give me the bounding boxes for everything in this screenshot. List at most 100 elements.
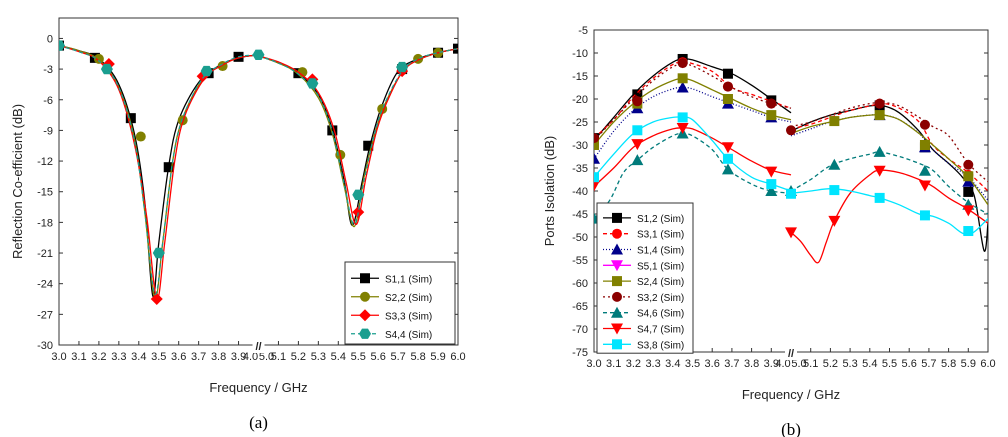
b-series-s38sim-marker [829, 185, 840, 196]
a-legend-marker [360, 273, 370, 284]
a-y-tick-label: -9 [43, 125, 53, 137]
b-legend-label: S4,6 (Sim) [637, 309, 684, 320]
b-y-tick-label: -5 [578, 25, 588, 37]
b-series-s47sim-marker [765, 166, 778, 178]
b-series-s47sim-marker [721, 142, 734, 154]
b-series-s12sim-marker [722, 68, 733, 79]
b-legend-label: S4,7 (Sim) [637, 325, 684, 336]
b-series-s12sim-line-2 [790, 104, 988, 252]
b-series-s24sim-marker [829, 116, 840, 127]
a-series-s44sim-marker [352, 189, 365, 200]
a-x-tick-label: 5.2 [291, 351, 306, 363]
a-x-tick-label: 3.1 [71, 351, 86, 363]
b-series-s38sim-line-2 [790, 188, 988, 236]
a-series-s44sim-marker [152, 247, 165, 259]
a-series-group [59, 40, 458, 306]
a-x-tick-label: 3.0 [51, 351, 66, 363]
b-legend-label: S1,2 (Sim) [637, 214, 684, 225]
b-y-tick-label: -60 [572, 278, 588, 290]
b-series-s14sim-marker [962, 175, 975, 187]
a-series-s44sim-marker [252, 49, 265, 60]
a-axis-break: // [255, 341, 261, 353]
a-y-tick-label: -6 [43, 95, 53, 107]
a-legend-marker [359, 328, 371, 339]
b-series-s47sim-marker [594, 180, 600, 192]
a-legend-marker [359, 309, 371, 322]
a-series-s33sim-line-1 [59, 44, 259, 300]
b-x-tick-label: 4.0 [775, 358, 790, 370]
b-series-s32sim-marker [963, 159, 974, 170]
b-legend-marker [611, 243, 623, 255]
b-y-tick-label: -65 [572, 301, 588, 313]
a-y-tick-label: -21 [37, 248, 53, 260]
b-series-s24sim-marker [722, 94, 733, 104]
a-y-tick-label: -18 [37, 217, 53, 229]
panel-a-reflection-coefficient: 0 -3 -6 -9 -12 -15 -18 -21 -24 -27 -303.0 3.1 3.2 3.3… [10, 17, 466, 432]
a-series-s11sim-marker [363, 140, 374, 151]
b-series-s24sim-marker [919, 140, 930, 150]
a-x-tick-label: 5.7 [391, 351, 406, 363]
b-series-s46sim-line-2 [790, 151, 988, 215]
b-series-s46sim-marker [873, 145, 886, 157]
b-series-s24sim-marker [766, 110, 777, 121]
b-legend-marker [612, 212, 622, 223]
a-x-tick-label: 5.4 [331, 351, 346, 363]
b-legend-marker [611, 323, 623, 335]
b-x-tick-label: 3.8 [744, 358, 759, 370]
b-legend-label: S2,4 (Sim) [637, 277, 684, 288]
b-x-tick-label: 3.4 [665, 358, 680, 370]
b-series-s38sim-marker [632, 125, 643, 136]
a-x-tick-label: 5.9 [430, 351, 445, 363]
b-series-s32sim-line-2 [790, 101, 988, 183]
b-x-tick-label: 3.1 [606, 358, 621, 370]
b-x-tick-label: 5.3 [842, 358, 857, 370]
a-y-axis-label: Reflection Co-efficient (dB) [10, 104, 25, 259]
a-x-tick-label: 3.5 [151, 351, 166, 363]
b-series-s12sim-marker [963, 186, 974, 197]
a-series-s33sim-marker [352, 206, 365, 219]
b-legend-marker [612, 228, 622, 239]
b-y-tick-label: -15 [572, 71, 588, 83]
b-y-tick-label: -50 [572, 232, 588, 244]
b-series-s12sim-line-1 [594, 58, 792, 141]
b-x-tick-label: 3.9 [764, 358, 779, 370]
panel-b-ports-isolation: -5 -10 -15 -20 -25 -30 -35 -40 -45 -50 -55 -60 -65 -7… [542, 25, 996, 437]
b-series-s47sim-marker [785, 227, 797, 239]
b-series-s32sim-marker [874, 98, 885, 109]
b-x-tick-label: 3.7 [724, 358, 739, 370]
b-x-tick-label: 5.0 [791, 358, 806, 370]
a-series-s44sim-line-2 [258, 48, 458, 226]
b-series-s47sim-line-1 [594, 127, 792, 187]
a-x-tick-label: 5.1 [271, 351, 286, 363]
b-legend-marker [611, 306, 623, 318]
a-caption: (a) [249, 413, 268, 432]
a-series-s44sim-marker [100, 63, 113, 75]
b-series-s46sim-marker [765, 185, 778, 196]
b-x-tick-label: 3.3 [645, 358, 660, 370]
b-series-group [594, 53, 988, 264]
a-x-tick-label: 3.3 [111, 351, 126, 363]
b-series-s46sim-marker [918, 164, 931, 176]
a-series-s33sim-marker [150, 293, 163, 306]
b-series-s46sim-marker [828, 158, 841, 170]
b-series-s38sim-marker [677, 112, 688, 123]
b-series-s47sim-marker [873, 165, 886, 177]
b-series-s38sim-marker [766, 179, 777, 190]
b-axis-break-mask [785, 344, 797, 360]
a-legend-label: S1,1 (Sim) [385, 274, 432, 285]
a-y-tick-label: -3 [43, 64, 53, 76]
b-series-s46sim-marker [721, 163, 734, 175]
b-legend-label: S3,1 (Sim) [637, 230, 684, 241]
a-series-s11sim-marker [327, 125, 338, 136]
b-series-s38sim-line-1 [594, 116, 792, 192]
b-series-s47sim-line-2 [790, 169, 988, 264]
a-x-tick-label: 3.4 [131, 351, 146, 363]
b-y-tick-label: -70 [572, 324, 588, 336]
b-legend-marker [612, 339, 622, 350]
b-legend-label: S5,1 (Sim) [637, 261, 684, 272]
a-x-tick-label: 5.8 [410, 351, 425, 363]
b-x-tick-label: 5.1 [803, 358, 818, 370]
b-series-s24sim-marker [677, 73, 688, 84]
b-y-tick-label: -25 [572, 117, 588, 129]
a-series-s33sim-line-2 [258, 48, 458, 226]
